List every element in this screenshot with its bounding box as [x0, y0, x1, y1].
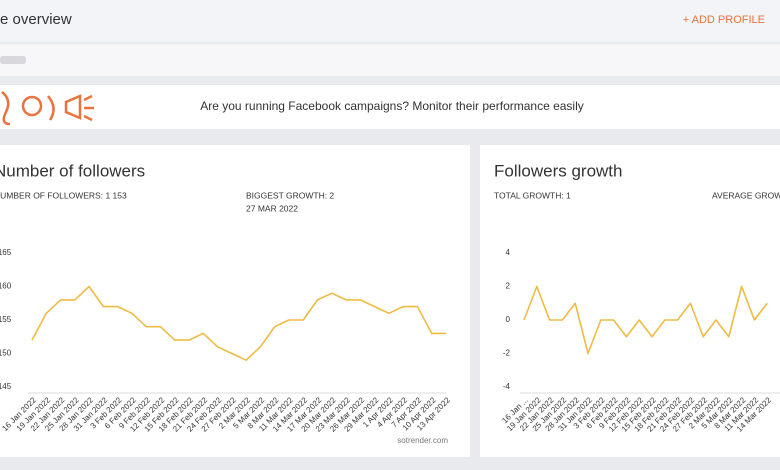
page-title: e overview: [0, 11, 72, 28]
y-tick-label: 2: [506, 282, 511, 291]
y-tick-label: 1150: [0, 349, 12, 358]
y-tick-label: -4: [503, 382, 511, 391]
chart-title: Number of followers: [0, 161, 145, 180]
y-tick-label: 4: [506, 248, 511, 257]
y-tick-label: -2: [503, 349, 511, 358]
chart-stat: BIGGEST GROWTH: 2: [246, 190, 334, 200]
blurred-text: [0, 56, 26, 64]
header-bar: [0, 0, 780, 42]
banner-text: Are you running Facebook campaigns? Moni…: [200, 99, 584, 113]
banner: [0, 85, 780, 129]
banner-icon: [1, 91, 94, 126]
chart-stat: TOTAL GROWTH: 1: [494, 190, 571, 200]
followers-card: [0, 145, 470, 457]
growth-card: [480, 145, 780, 457]
chart-stat: 27 MAR 2022: [246, 203, 298, 213]
y-tick-label: 1155: [0, 315, 12, 324]
filter-row: [0, 44, 780, 76]
y-tick-label: 1145: [0, 382, 12, 391]
y-tick-label: 1160: [0, 282, 12, 291]
add-profile-button[interactable]: + ADD PROFILE: [683, 14, 765, 26]
chart-stat: AVERAGE GROWTH: [712, 190, 780, 200]
footer-credit: sotrender.com: [397, 436, 448, 445]
chart-title: Followers growth: [494, 161, 623, 180]
y-tick-label: 0: [506, 315, 511, 324]
data-line: [31, 285, 446, 362]
y-tick-label: 1165: [0, 248, 12, 257]
chart-stat: NUMBER OF FOLLOWERS: 1 153: [0, 190, 127, 200]
data-line: [523, 285, 768, 355]
